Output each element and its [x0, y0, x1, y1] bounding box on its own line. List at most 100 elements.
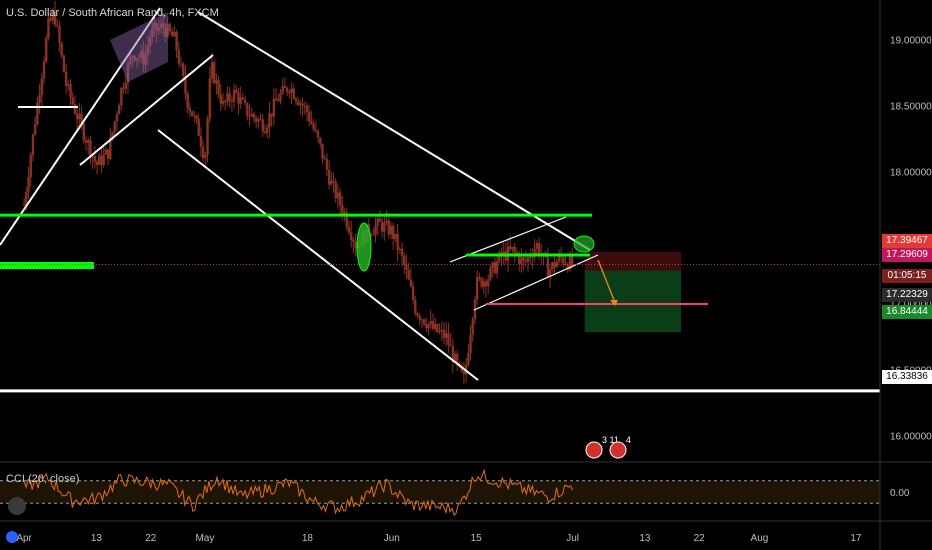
x-tick-label: 15 — [471, 533, 483, 544]
candle-body — [120, 87, 123, 106]
candle-body — [405, 264, 408, 271]
april-channel-upper-line — [79, 54, 214, 166]
candle-body — [140, 51, 143, 58]
candle-body — [239, 97, 242, 104]
candle-body — [372, 234, 375, 236]
april-channel-lower-line — [0, 7, 161, 246]
candle-body — [520, 257, 523, 264]
candle-body — [566, 264, 569, 270]
candle-body — [281, 85, 284, 94]
candle-body — [551, 262, 554, 270]
event-flag-icon — [585, 441, 603, 459]
candle-body — [292, 88, 295, 99]
candle-body — [159, 23, 163, 28]
drawings-layer — [0, 7, 880, 393]
candle-body — [162, 23, 165, 28]
candle-body — [31, 134, 35, 156]
candle-body — [389, 225, 393, 235]
candle-body — [230, 100, 234, 102]
candle-body — [277, 100, 280, 102]
candle-body — [261, 119, 264, 132]
cci-band — [0, 480, 880, 504]
candle-body — [93, 156, 97, 162]
candle-body — [190, 111, 194, 116]
candle-body — [95, 161, 99, 165]
candle-body — [226, 93, 229, 102]
candle-body — [47, 18, 50, 38]
event-badge-count: 3 11 — [602, 435, 619, 445]
candle-body — [418, 316, 421, 320]
candle-body — [67, 84, 70, 86]
candle-body — [151, 27, 154, 37]
candle-body — [495, 261, 499, 274]
candle-body — [456, 353, 459, 363]
candle-body — [266, 127, 269, 134]
candle-body — [462, 371, 466, 375]
candle-body — [564, 263, 567, 265]
candle-body — [506, 246, 510, 261]
candle-body — [109, 137, 112, 159]
candle-body — [509, 246, 512, 250]
x-tick-label: Aug — [751, 533, 769, 544]
candle-body — [325, 158, 329, 170]
candle-body — [376, 218, 379, 226]
candle-body — [219, 94, 223, 104]
candle-body — [22, 204, 26, 206]
candle-body — [137, 57, 141, 59]
candle-body — [142, 51, 145, 65]
candle-body — [511, 246, 514, 250]
candle-body — [442, 329, 446, 338]
candle-body — [188, 107, 192, 112]
candle-body — [122, 87, 125, 89]
candle-body — [53, 11, 57, 25]
candle-body — [515, 252, 519, 255]
candle-body — [308, 112, 311, 122]
candle-body — [58, 25, 61, 44]
candle-body — [33, 124, 37, 135]
candle-body — [517, 254, 521, 264]
trade-zones — [584, 251, 682, 333]
candle-body — [246, 102, 249, 117]
candle-body — [177, 50, 181, 64]
candle-body — [40, 78, 43, 96]
candle-body — [526, 257, 530, 262]
candle-body — [338, 192, 342, 206]
symbol-title: U.S. Dollar / South African Rand, 4h, FX… — [6, 7, 219, 19]
candle-body — [257, 119, 260, 122]
candle-body — [250, 113, 253, 117]
candle-body — [210, 62, 214, 79]
candle-body — [546, 256, 550, 277]
candle-body — [334, 181, 337, 199]
candle-body — [537, 243, 541, 256]
candle-body — [36, 102, 39, 125]
candle-body — [135, 58, 139, 61]
projection-arrow-line — [597, 259, 615, 301]
candle-body — [199, 135, 203, 147]
candle-body — [62, 55, 66, 73]
candle-body — [548, 269, 552, 277]
nav-logo-icon — [6, 531, 18, 543]
candle-body — [352, 239, 355, 243]
candle-body — [433, 324, 437, 329]
candle-body — [133, 55, 136, 61]
candle-body — [491, 262, 494, 268]
candle-body — [104, 149, 108, 155]
candle-body — [294, 98, 298, 102]
candle-body — [212, 62, 216, 84]
candle-body — [522, 257, 525, 261]
retest-ellipse — [573, 235, 595, 253]
cci-pane[interactable] — [0, 468, 880, 516]
candle-body — [482, 281, 485, 287]
candle-body — [179, 63, 183, 65]
event-badges[interactable]: 3 11 4 — [585, 435, 631, 459]
candle-body — [557, 254, 561, 262]
candle-body — [414, 299, 417, 314]
candle-body — [374, 225, 377, 235]
breakout-ellipse — [356, 222, 372, 272]
candle-body — [553, 262, 556, 268]
candle-body — [431, 321, 435, 329]
candle-body — [73, 104, 77, 114]
price-candles[interactable] — [22, 0, 574, 384]
candle-body — [279, 93, 282, 101]
candle-body — [91, 156, 94, 158]
